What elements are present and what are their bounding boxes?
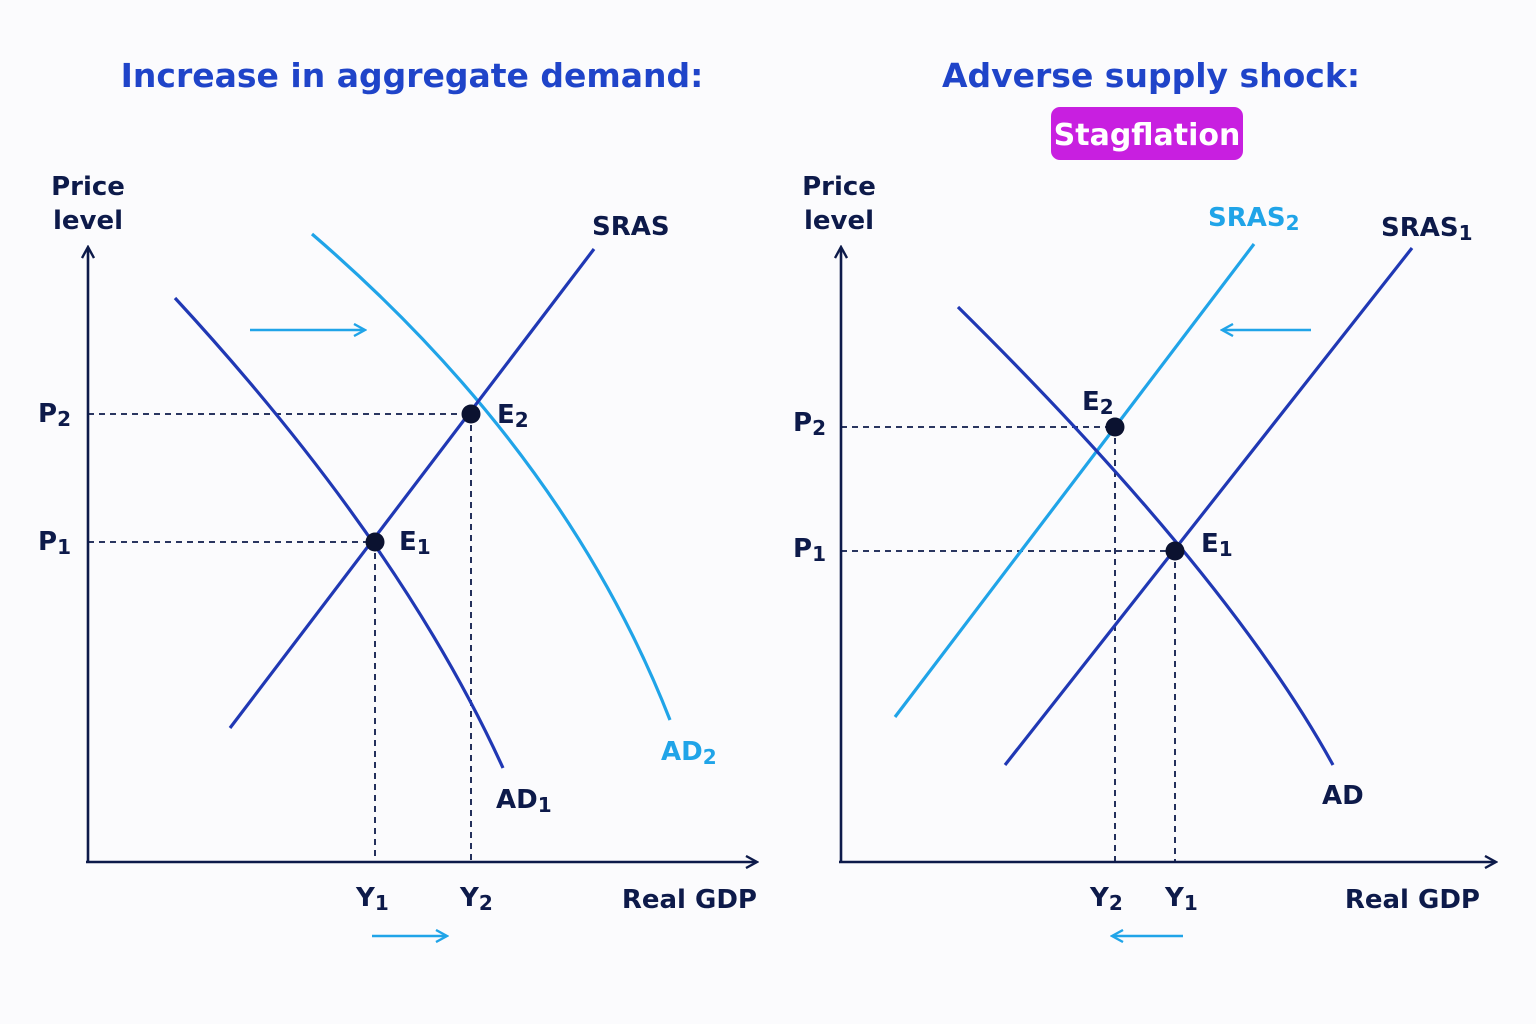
right-e2-label: E2	[1082, 387, 1114, 419]
left-panel: Increase in aggregate demand: Price leve…	[38, 56, 757, 936]
left-x-axis-label: Real GDP	[622, 885, 757, 915]
left-p2-label: P2	[38, 399, 71, 431]
left-ad2-curve	[310, 232, 672, 721]
right-sras2-label: SRAS2	[1208, 203, 1300, 235]
right-title: Adverse supply shock:	[942, 56, 1360, 95]
right-y2-label: Y2	[1089, 883, 1123, 915]
right-sras2-curve	[893, 243, 1256, 718]
left-y1-label: Y1	[355, 883, 389, 915]
right-p2-label: P2	[793, 408, 826, 440]
stagflation-badge-label: Stagflation	[1054, 118, 1241, 153]
right-ad-label: AD	[1322, 781, 1364, 811]
right-sras1-label: SRAS1	[1381, 213, 1473, 245]
left-title: Increase in aggregate demand:	[121, 56, 704, 95]
left-e2-label: E2	[497, 400, 529, 432]
left-e1-label: E1	[399, 527, 431, 559]
left-e2-point	[461, 404, 481, 424]
right-panel: Adverse supply shock: Stagflation Price …	[793, 56, 1496, 936]
left-y-axis-label-line1: Price	[51, 172, 125, 202]
left-y-axis-label-line2: level	[53, 206, 123, 236]
right-y1-label: Y1	[1164, 883, 1198, 915]
right-y-axis-label-line2: level	[804, 206, 874, 236]
left-ad1-label: AD1	[496, 785, 552, 817]
left-p1-label: P1	[38, 527, 71, 559]
left-ad2-label: AD2	[661, 737, 717, 769]
right-e2-point	[1105, 417, 1125, 437]
left-sras-label: SRAS	[592, 212, 670, 242]
left-ad1-curve	[173, 296, 505, 769]
right-p1-label: P1	[793, 534, 826, 566]
left-sras-curve	[228, 248, 596, 729]
right-e1-label: E1	[1201, 529, 1233, 561]
right-e1-point	[1165, 541, 1185, 561]
stagflation-badge	[1051, 107, 1243, 160]
right-ad-curve	[956, 305, 1335, 766]
right-x-axis-label: Real GDP	[1345, 885, 1480, 915]
right-sras1-curve	[1003, 247, 1414, 766]
left-e1-point	[365, 532, 385, 552]
left-y2-label: Y2	[459, 883, 493, 915]
right-y-axis-label-line1: Price	[802, 172, 876, 202]
